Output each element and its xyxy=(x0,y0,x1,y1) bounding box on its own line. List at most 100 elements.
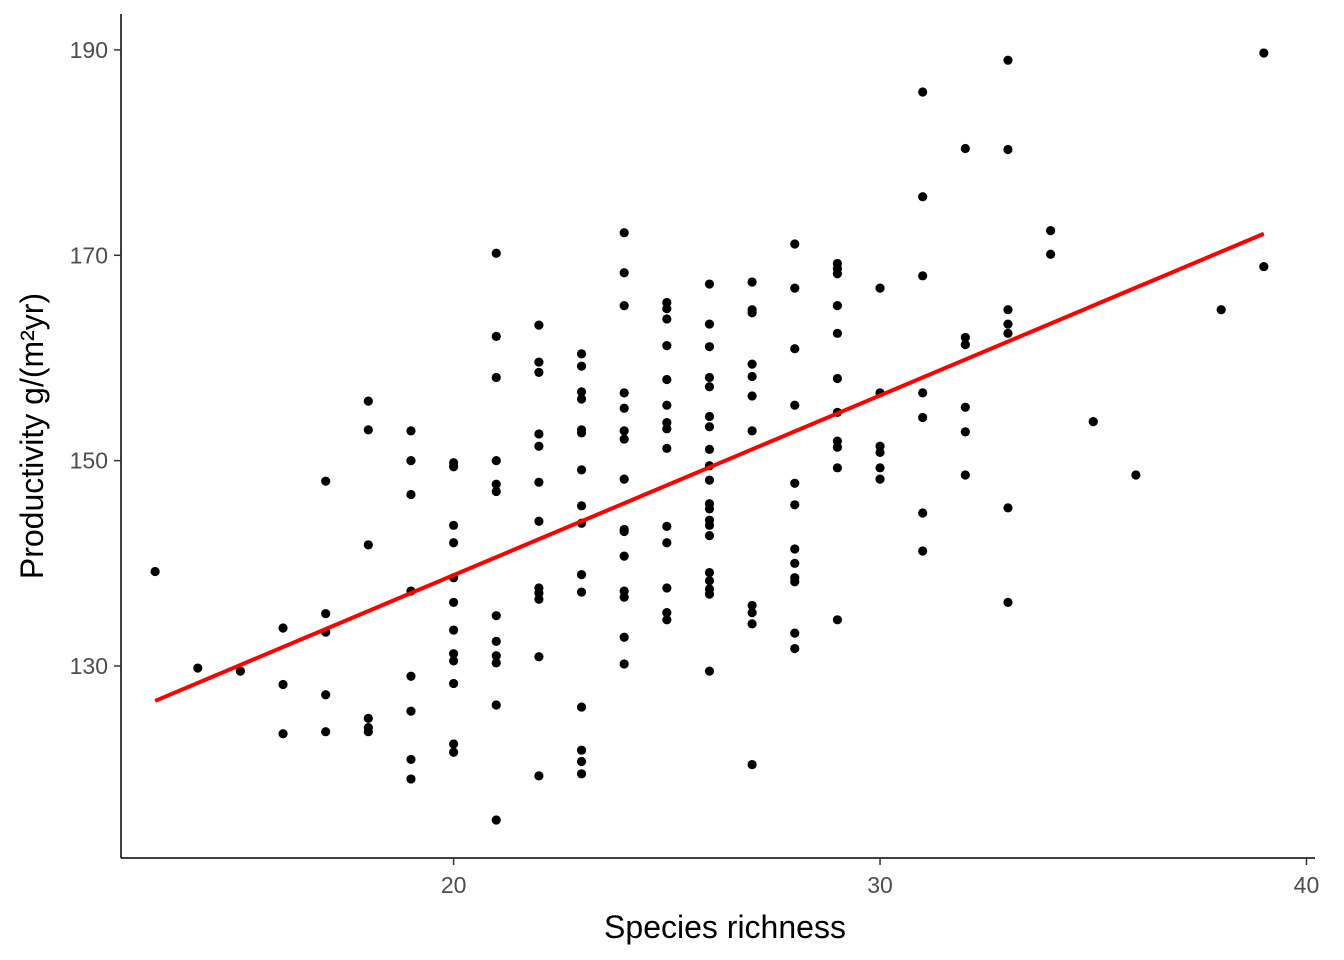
data-point-172 xyxy=(960,143,970,154)
data-point-45 xyxy=(491,651,501,661)
data-point-185 xyxy=(1046,226,1056,236)
data-point-34 xyxy=(449,678,459,689)
data-point-75 xyxy=(576,769,587,779)
data-point-156 xyxy=(832,442,843,452)
data-point-50 xyxy=(534,357,544,367)
data-point-152 xyxy=(832,328,843,338)
y-tick-label: 130 xyxy=(70,653,108,679)
data-point-96 xyxy=(662,400,672,410)
data-point-71 xyxy=(576,587,587,597)
data-point-36 xyxy=(449,747,459,757)
data-point-143 xyxy=(790,558,800,568)
data-point-110 xyxy=(704,411,715,422)
y-tick-label: 150 xyxy=(70,448,108,474)
data-point-136 xyxy=(790,239,800,249)
data-point-114 xyxy=(704,475,715,485)
data-point-134 xyxy=(747,619,757,629)
x-axis-ticks: 20 30 40 xyxy=(441,858,1319,898)
data-point-171 xyxy=(918,546,928,556)
data-point-74 xyxy=(576,756,587,767)
data-point-92 xyxy=(662,304,672,314)
data-point-53 xyxy=(534,441,544,451)
data-point-23 xyxy=(406,754,416,765)
data-point-137 xyxy=(790,283,800,293)
data-point-169 xyxy=(918,412,928,423)
data-point-189 xyxy=(1216,305,1226,315)
data-point-190 xyxy=(1259,48,1269,58)
data-point-1 xyxy=(193,663,203,673)
data-point-26 xyxy=(449,462,459,472)
data-point-70 xyxy=(576,570,587,580)
data-point-19 xyxy=(406,489,416,500)
y-axis-title: Productivity g/(m²yr) xyxy=(14,293,50,579)
data-point-88 xyxy=(619,592,629,602)
data-point-163 xyxy=(875,463,885,473)
data-point-9 xyxy=(321,690,331,700)
data-point-0 xyxy=(150,566,160,577)
y-tick-label: 170 xyxy=(70,242,108,268)
data-point-22 xyxy=(406,706,416,716)
data-point-44 xyxy=(491,636,501,646)
data-point-21 xyxy=(406,671,416,681)
data-point-52 xyxy=(534,429,544,439)
data-point-98 xyxy=(662,424,672,434)
data-point-157 xyxy=(832,463,843,473)
data-point-35 xyxy=(449,739,459,749)
data-point-7 xyxy=(321,609,331,619)
data-point-177 xyxy=(960,470,970,480)
data-point-63 xyxy=(576,387,587,397)
data-point-79 xyxy=(619,388,629,398)
data-point-11 xyxy=(363,396,373,406)
data-point-5 xyxy=(278,729,288,739)
data-point-127 xyxy=(747,308,757,318)
data-point-38 xyxy=(491,331,501,341)
data-point-162 xyxy=(875,447,885,458)
data-point-27 xyxy=(449,520,459,530)
data-point-109 xyxy=(704,382,715,392)
data-point-51 xyxy=(534,367,544,377)
data-point-112 xyxy=(704,444,715,454)
data-point-167 xyxy=(918,271,928,281)
data-point-73 xyxy=(576,745,587,755)
data-point-183 xyxy=(1003,503,1013,513)
data-point-159 xyxy=(875,283,885,293)
data-point-191 xyxy=(1259,261,1269,272)
data-point-151 xyxy=(832,301,843,311)
data-point-186 xyxy=(1046,249,1056,259)
data-point-14 xyxy=(363,713,373,723)
data-point-90 xyxy=(619,659,629,669)
data-point-66 xyxy=(576,428,587,438)
data-point-120 xyxy=(704,567,715,578)
x-tick-label: 40 xyxy=(1294,872,1320,898)
data-point-58 xyxy=(534,594,544,604)
data-point-18 xyxy=(406,456,416,466)
data-point-30 xyxy=(449,597,459,607)
data-point-86 xyxy=(619,551,629,561)
data-point-61 xyxy=(576,349,587,359)
data-point-121 xyxy=(704,576,715,586)
data-point-166 xyxy=(918,192,928,202)
x-tick-label: 30 xyxy=(867,872,893,898)
data-point-101 xyxy=(662,538,672,548)
data-point-142 xyxy=(790,544,800,554)
data-point-176 xyxy=(960,427,970,437)
data-point-32 xyxy=(449,649,459,659)
data-point-107 xyxy=(704,342,715,352)
data-point-49 xyxy=(534,320,544,330)
data-point-42 xyxy=(491,486,501,497)
y-tick-label: 190 xyxy=(70,37,108,63)
data-point-62 xyxy=(576,361,587,371)
data-point-170 xyxy=(918,508,928,518)
data-point-119 xyxy=(704,531,715,541)
data-point-54 xyxy=(534,477,544,487)
data-point-124 xyxy=(704,666,715,676)
data-point-116 xyxy=(704,504,715,514)
data-point-12 xyxy=(363,425,373,435)
data-point-68 xyxy=(576,501,587,511)
data-point-28 xyxy=(449,538,459,548)
data-point-175 xyxy=(960,402,970,412)
data-point-31 xyxy=(449,625,459,635)
data-point-33 xyxy=(449,656,459,666)
data-point-131 xyxy=(747,426,757,436)
